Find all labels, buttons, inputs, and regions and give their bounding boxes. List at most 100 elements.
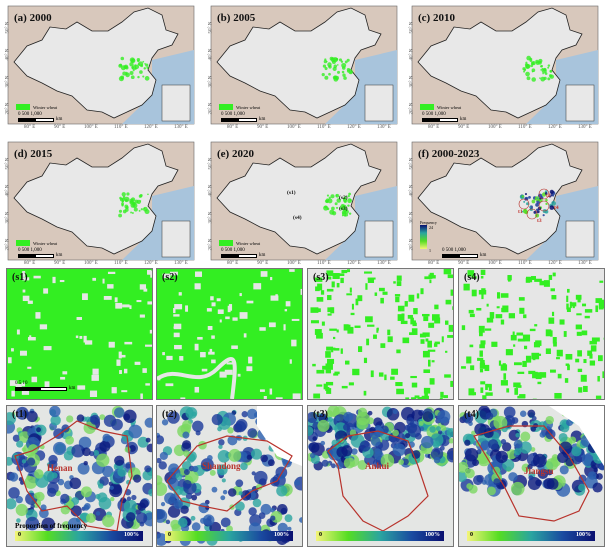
non-wheat-patch (121, 390, 128, 393)
wheat-patch (336, 198, 341, 203)
wheat-patch (531, 77, 536, 82)
frequency-patch (20, 480, 25, 485)
frequency-patch (537, 468, 549, 479)
scale-graphic (18, 254, 54, 258)
wheat-patch (531, 70, 534, 73)
non-wheat-patch (291, 318, 300, 321)
wheat-patch (519, 394, 526, 399)
frequency-raster (459, 406, 604, 522)
frequency-patch (109, 482, 122, 495)
wheat-patch (327, 307, 334, 313)
frequency-patch (415, 432, 422, 440)
scale-row: km (18, 253, 62, 258)
wheat-patch (467, 270, 475, 277)
frequency-patch (437, 410, 451, 424)
colorbar-min: 0 (470, 532, 473, 538)
frequency-patch (526, 202, 529, 206)
scale-ticks: 0 500 1,000 (221, 248, 245, 253)
frequency-patch (99, 440, 111, 452)
frequency-legend: Frequency 24 1 (420, 220, 437, 253)
frequency-patch (523, 200, 526, 203)
frequency-patch (552, 194, 555, 197)
wheat-patch (397, 305, 405, 312)
wheat-patch (598, 301, 604, 309)
frequency-patch (26, 475, 31, 480)
colorbar: 0 100% (467, 531, 595, 541)
wheat-patch (408, 294, 415, 302)
frequency-patch (60, 493, 70, 504)
lon-tick-label: 130° E (578, 261, 592, 266)
frequency-patch (251, 471, 256, 476)
wheat-patch (411, 382, 418, 388)
lon-tick-label: 130° E (377, 125, 391, 130)
frequency-patch (392, 409, 398, 415)
frequency-patch (9, 472, 19, 482)
non-wheat-patch (111, 387, 117, 394)
wheat-patch (479, 350, 483, 357)
non-wheat-patch (129, 305, 132, 309)
non-wheat-patch (116, 359, 121, 366)
wheat-patch (138, 61, 144, 67)
frequency-patch (524, 192, 528, 196)
non-wheat-patch (140, 393, 143, 399)
wheat-patch (591, 337, 600, 342)
province-boundary (538, 188, 550, 200)
wheat-patch (431, 314, 440, 321)
wheat-patch (567, 288, 570, 293)
legend-label: Winter wheat (33, 240, 58, 246)
scale-bar: 0 500 1,000 km (442, 248, 486, 258)
frequency-patch (133, 474, 142, 483)
marker-label: t4 (554, 205, 559, 211)
wheat-patch (313, 393, 321, 399)
wheat-patch (316, 332, 323, 339)
marker-label: t1 (518, 209, 523, 215)
map-panel: (c) 2010 80° E 90° E 100° E 110° E 120° E 130°… (406, 0, 602, 132)
frequency-patch (8, 487, 20, 499)
wheat-patch (325, 363, 333, 370)
frequency-patch (435, 426, 441, 432)
wheat-patch (602, 371, 604, 379)
non-wheat-patch (22, 271, 26, 277)
frequency-patch (226, 525, 233, 533)
wheat-patch (328, 65, 331, 68)
frequency-patch (559, 465, 569, 475)
wheat-patch (365, 316, 373, 323)
wheat-patch (130, 75, 135, 80)
wheat-patch (332, 273, 340, 280)
frequency-patch (157, 475, 163, 486)
frequency-patch (69, 477, 82, 490)
non-wheat-patch (145, 383, 150, 386)
wheat-patch (549, 74, 555, 79)
china-outline (13, 7, 179, 119)
south-china-sea-inset (364, 84, 394, 122)
wheat-patch (479, 344, 485, 349)
wheat-patch (325, 381, 334, 386)
non-wheat-patch (103, 296, 112, 300)
non-wheat-patch (84, 340, 93, 345)
frequency-patch (21, 447, 27, 452)
wheat-patch (331, 206, 335, 211)
lat-tick-label: 20° N (409, 102, 415, 115)
wheat-patch (567, 364, 570, 371)
china-outline (417, 143, 583, 255)
frequency-patch (209, 521, 222, 534)
frequency-patch (459, 461, 469, 473)
frequency-patch (446, 428, 453, 437)
frequency-patch (218, 439, 225, 446)
scale-unit: km (56, 117, 63, 122)
frequency-patch (102, 514, 115, 528)
lon-tick-label: 120° E (347, 125, 361, 130)
wheat-patch (348, 382, 354, 386)
wheat-patch (134, 199, 139, 204)
wheat-patch (525, 276, 533, 283)
frequency-patch (183, 469, 190, 476)
china-map (7, 5, 195, 125)
panel-label: (b) 2005 (217, 12, 256, 24)
frequency-patch (500, 439, 507, 445)
wheat-patch (310, 320, 319, 324)
colorbar-title: Proportion of frequency (15, 522, 88, 530)
frequency-patch (545, 458, 559, 471)
frequency-patch (430, 447, 444, 461)
frequency-patch (180, 505, 189, 514)
wheat-patch (471, 289, 477, 297)
